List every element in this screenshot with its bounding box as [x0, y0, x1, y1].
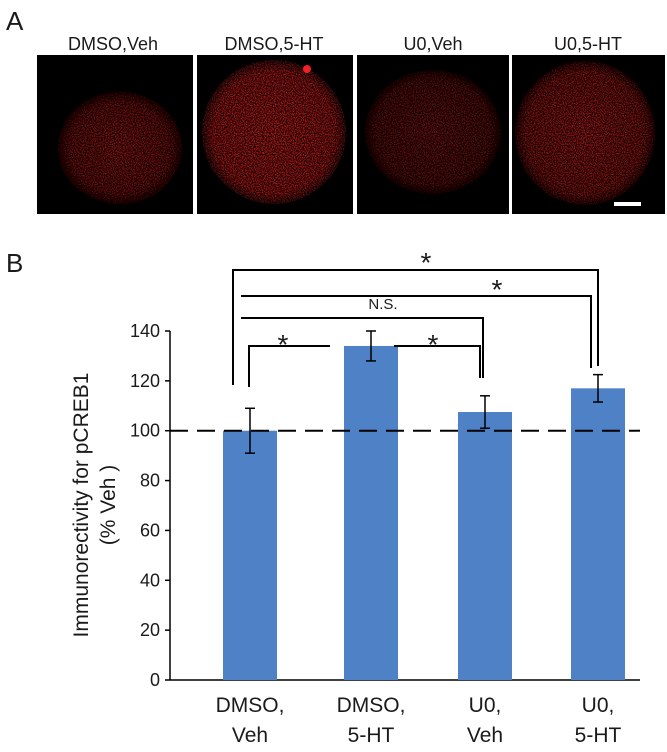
y-axis-label: Immunorectivity for pCREB1	[70, 373, 93, 638]
y-tick-label: 40	[140, 570, 160, 590]
significance-label: *	[421, 247, 432, 278]
y-axis-label: (% Veh )	[97, 465, 120, 546]
image-row	[37, 55, 665, 214]
significance-bracket	[241, 317, 484, 378]
cell-stain	[515, 61, 655, 205]
significance-bracket	[248, 345, 330, 387]
significance-label: *	[278, 329, 289, 360]
scale-bar	[614, 202, 641, 206]
significance-label: N.S.	[368, 296, 397, 313]
bar	[223, 430, 277, 680]
y-tick-label: 120	[130, 371, 160, 391]
y-tick-label: 80	[140, 471, 160, 491]
cell-stain	[365, 70, 501, 194]
cell-stain	[303, 65, 311, 73]
cell-stain	[202, 60, 346, 204]
image-title: DMSO,5-HT	[225, 34, 324, 54]
bar	[344, 345, 398, 680]
x-tick-label: U0, Veh	[467, 694, 503, 747]
image-title: U0,Veh	[403, 34, 462, 54]
x-tick-label: U0, 5-HT	[575, 694, 622, 747]
cell-stain	[58, 92, 182, 204]
panel-label: A	[6, 6, 24, 36]
y-tick-label: 60	[140, 520, 160, 540]
x-tick-label: DMSO, 5-HT	[337, 694, 406, 747]
y-tick-label: 20	[140, 620, 160, 640]
bar	[458, 412, 512, 680]
image-title: DMSO,Veh	[68, 34, 158, 54]
significance-label: *	[492, 274, 503, 305]
image-title: U0,5-HT	[554, 34, 622, 54]
panel-label: B	[6, 248, 23, 278]
x-tick-label: DMSO, Veh	[216, 694, 285, 747]
bar	[571, 388, 625, 680]
significance-label: *	[428, 329, 439, 360]
y-tick-label: 140	[130, 321, 160, 341]
y-tick-label: 0	[150, 670, 160, 690]
y-tick-label: 100	[130, 421, 160, 441]
significance-bracket	[232, 269, 599, 385]
significance-bracket	[241, 295, 592, 368]
significance-bracket	[394, 345, 481, 378]
